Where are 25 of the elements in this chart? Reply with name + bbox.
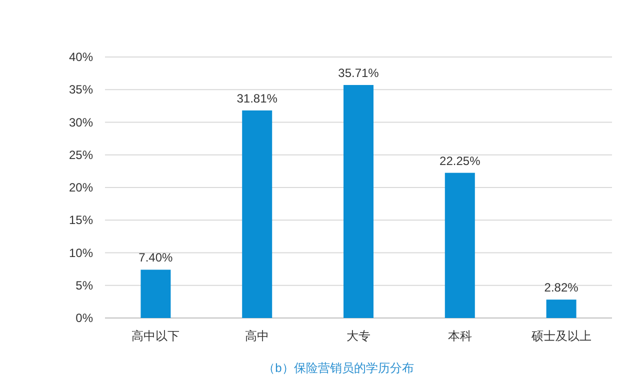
x-tick-label: 本科	[448, 329, 472, 343]
bar	[344, 84, 374, 318]
data-label: 7.40%	[138, 250, 174, 265]
text: （b）保险营销员的学历分布	[263, 361, 414, 375]
y-tick-label: 25%	[68, 148, 94, 162]
y-tick-label: 20%	[68, 180, 94, 194]
bar	[242, 110, 272, 318]
x-tick-label: 高中以下	[132, 329, 180, 343]
y-tick-label: 10%	[68, 246, 94, 260]
x-tick-label: 硕士及以上	[530, 329, 592, 343]
bar	[546, 300, 576, 318]
y-tick-label: 30%	[68, 115, 94, 130]
data-label: 31.81%	[236, 91, 278, 106]
x-tick-label: 大专	[346, 329, 370, 343]
y-tick-label: 35%	[68, 82, 94, 97]
y-tick-label: 5%	[76, 278, 94, 292]
data-label: 35.71%	[338, 66, 380, 80]
y-tick-label: 15%	[68, 213, 94, 228]
bar	[140, 270, 171, 318]
data-label: 22.25%	[440, 154, 481, 168]
y-tick-label: 0%	[76, 311, 94, 325]
y-tick-label: 40%	[68, 50, 94, 64]
data-label: 2.82%	[544, 280, 579, 295]
bar	[444, 172, 475, 318]
x-tick-label: 高中	[245, 329, 270, 343]
